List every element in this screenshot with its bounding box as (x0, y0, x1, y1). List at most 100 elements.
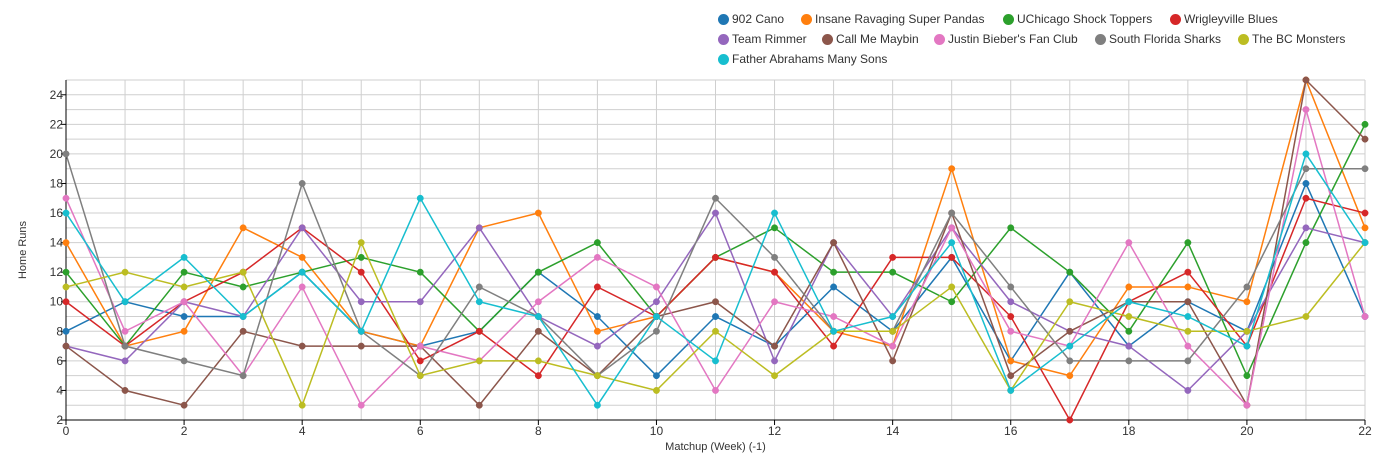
data-point (1302, 150, 1310, 158)
data-point (239, 224, 247, 232)
data-point (1302, 180, 1310, 187)
data-point (593, 401, 601, 409)
data-point (534, 327, 542, 335)
data-point (1302, 194, 1310, 202)
data-point (712, 386, 719, 394)
data-point (653, 372, 660, 380)
legend-label: Insane Ravaging Super Pandas (815, 12, 985, 26)
y-tick-label: 18 (50, 176, 64, 190)
y-tick-label: 12 (50, 265, 64, 279)
data-point (1007, 298, 1015, 306)
data-point (534, 209, 542, 217)
data-point (1066, 357, 1074, 365)
data-point (1066, 298, 1074, 306)
data-point (357, 253, 365, 261)
x-tick-label: 20 (1240, 424, 1254, 438)
data-point (1184, 327, 1192, 335)
data-point (771, 268, 778, 276)
data-point (62, 209, 70, 217)
data-point (889, 253, 897, 261)
x-tick-label: 12 (768, 424, 782, 438)
data-point (830, 239, 838, 247)
legend-label: Wrigleyville Blues (1184, 12, 1278, 26)
legend-item[interactable]: Justin Bieber's Fan Club (934, 32, 1078, 46)
y-tick-label: 2 (56, 413, 63, 427)
gridlines (65, 79, 1366, 421)
legend-swatch (822, 33, 833, 45)
data-point (1184, 357, 1192, 365)
legend-item[interactable]: Wrigleyville Blues (1170, 12, 1278, 26)
data-point (534, 357, 542, 365)
y-axis-title: Home Runs (17, 220, 29, 279)
data-point (121, 327, 129, 335)
legend-swatch (1170, 13, 1181, 25)
data-point (1243, 342, 1251, 350)
y-tick-label: 22 (50, 117, 64, 131)
data-point (712, 298, 719, 306)
data-point (1243, 327, 1251, 335)
data-point (889, 268, 897, 276)
data-point (593, 283, 601, 291)
x-axis-title: Matchup (Week) (-1) (665, 441, 766, 453)
data-point (298, 401, 306, 409)
y-tick-label: 10 (50, 295, 64, 309)
data-point (121, 268, 129, 276)
data-point (475, 224, 483, 232)
x-tick-label: 18 (1122, 424, 1136, 438)
legend-item[interactable]: Call Me Maybin (822, 32, 919, 46)
y-tick-label: 20 (50, 147, 64, 161)
data-point (593, 327, 601, 335)
data-point (475, 327, 483, 335)
legend-swatch (718, 33, 729, 45)
y-tick-label: 8 (56, 324, 63, 338)
data-point (771, 209, 778, 217)
data-point (1007, 313, 1015, 320)
data-point (771, 298, 778, 306)
data-point (1066, 372, 1074, 380)
data-point (62, 342, 70, 350)
data-point (1125, 357, 1133, 365)
data-point (1125, 298, 1133, 306)
x-tick-label: 22 (1358, 424, 1372, 438)
data-point (357, 327, 365, 335)
legend-swatch (1095, 33, 1106, 45)
legend-item[interactable]: Insane Ravaging Super Pandas (801, 12, 984, 26)
legend-swatch (718, 13, 729, 25)
data-point (1184, 386, 1192, 394)
data-point (475, 357, 483, 365)
data-point (1243, 401, 1251, 409)
legend-item[interactable]: The BC Monsters (1238, 32, 1345, 46)
data-point (1007, 386, 1015, 394)
y-tick-label: 14 (50, 236, 64, 250)
data-point (121, 386, 129, 394)
data-point (1302, 76, 1310, 84)
legend-label: UChicago Shock Toppers (1017, 12, 1153, 26)
legend-item[interactable]: South Florida Sharks (1095, 32, 1221, 46)
legend-item[interactable]: Team Rimmer (718, 32, 807, 46)
y-tick-label: 6 (56, 354, 63, 368)
data-point (653, 283, 660, 291)
legend-item[interactable]: 902 Cano (718, 12, 784, 26)
data-point (1361, 224, 1369, 232)
data-point (771, 372, 778, 380)
data-point (1184, 283, 1192, 291)
x-tick-label: 0 (63, 424, 70, 438)
data-point (830, 327, 838, 335)
data-point (180, 327, 188, 335)
x-tick-label: 14 (886, 424, 900, 438)
data-point (180, 401, 188, 409)
data-point (239, 372, 247, 380)
data-point (1125, 327, 1133, 335)
data-point (357, 268, 365, 276)
legend-item[interactable]: Father Abrahams Many Sons (718, 52, 887, 66)
data-point (830, 268, 838, 276)
data-point (298, 283, 306, 291)
legend-item[interactable]: UChicago Shock Toppers (1003, 12, 1152, 26)
y-tick-label: 16 (50, 206, 64, 220)
data-point (1125, 239, 1133, 247)
data-point (416, 298, 424, 306)
data-point (1361, 239, 1369, 247)
data-point (593, 253, 601, 261)
data-point (830, 342, 838, 350)
